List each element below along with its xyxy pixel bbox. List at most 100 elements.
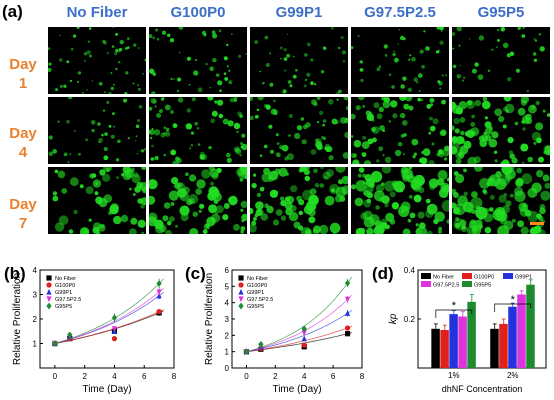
cell-dot: [284, 201, 293, 210]
cell-dot: [362, 104, 366, 108]
cell-dot: [407, 87, 412, 92]
cell-dot: [234, 146, 240, 153]
cell-dot: [117, 139, 121, 144]
bar: [467, 301, 476, 368]
cell-dot: [475, 206, 488, 220]
cell-dot: [299, 167, 307, 172]
cell-dot: [131, 174, 141, 184]
cell-dot: [507, 77, 512, 82]
y-tick-label: 2: [33, 315, 38, 324]
cell-dot: [186, 108, 191, 113]
legend-label: G95P5: [474, 283, 491, 289]
cell-dot: [88, 27, 92, 30]
data-point: [111, 326, 118, 332]
cell-dot: [340, 36, 344, 40]
cell-dot: [344, 131, 348, 139]
cell-dot: [180, 213, 189, 222]
cell-dot: [111, 45, 115, 48]
row-header-day-7: Day 7: [0, 195, 46, 233]
cell-dot: [110, 86, 114, 91]
cell-dot: [392, 113, 398, 119]
cell-dot: [363, 160, 371, 164]
legend-label: G99P1: [247, 290, 264, 296]
cell-dot: [509, 153, 515, 159]
cell-dot: [373, 190, 385, 202]
micrograph-1-3: [250, 27, 348, 94]
cell-dot: [535, 100, 540, 106]
cell-dot: [371, 137, 377, 143]
cell-dot: [210, 118, 216, 124]
cell-dot: [159, 109, 163, 113]
cell-dot: [471, 114, 475, 119]
cell-dot: [197, 87, 203, 93]
panel-label-d: (d): [372, 264, 394, 283]
cell-dot: [488, 138, 498, 148]
cell-dot: [233, 223, 240, 231]
cell-dot: [439, 27, 444, 31]
cell-dot: [156, 37, 160, 41]
cell-dot: [211, 172, 219, 180]
cell-dot: [444, 157, 448, 161]
y-tick-label: 4: [33, 266, 38, 275]
micrograph-3-5: [452, 167, 550, 234]
cell-dot: [398, 205, 410, 217]
legend-label: No Fiber: [247, 276, 268, 282]
cell-dot: [48, 135, 53, 140]
micrograph-1-1: [48, 27, 146, 94]
cell-dot: [279, 46, 283, 50]
cell-dot: [141, 231, 145, 234]
cell-dot: [466, 100, 473, 106]
cell-dot: [212, 33, 218, 39]
cell-dot: [295, 68, 298, 72]
cell-dot: [440, 182, 449, 193]
cell-dot: [492, 209, 504, 221]
cell-dot: [365, 110, 371, 116]
cell-dot: [275, 152, 281, 158]
cell-dot: [167, 33, 171, 37]
cell-dot: [134, 139, 137, 142]
cell-dot: [526, 89, 529, 93]
cell-dot: [351, 135, 354, 138]
cell-dot: [417, 73, 423, 78]
cell-dot: [384, 203, 389, 208]
cell-dot: [149, 179, 158, 190]
cell-dot: [162, 215, 169, 222]
cell-dot: [452, 64, 457, 69]
cell-dot: [531, 131, 542, 142]
cell-dot: [149, 136, 153, 140]
panel-label-a: (a): [2, 2, 23, 21]
cell-dot: [253, 217, 257, 221]
cell-dot: [468, 38, 471, 40]
cell-dot: [389, 219, 396, 225]
cell-dot: [306, 72, 311, 77]
bar: [490, 328, 499, 368]
cell-dot: [419, 157, 426, 163]
cell-dot: [272, 109, 278, 115]
cell-dot: [263, 103, 268, 108]
micrograph-cells: [452, 97, 550, 164]
cell-dot: [452, 188, 457, 195]
row-header-day-7-line1: Day: [9, 196, 37, 213]
cell-dot: [91, 128, 95, 133]
cell-dot: [250, 97, 254, 101]
y-tick-label: 6: [225, 266, 230, 275]
micrograph-1-5: [452, 27, 550, 94]
cell-dot: [206, 216, 216, 227]
cell-dot: [233, 97, 238, 100]
cell-dot: [491, 131, 499, 139]
cell-dot: [251, 182, 257, 189]
cell-dot: [115, 67, 118, 71]
micrograph-cells: [254, 27, 346, 94]
cell-dot: [160, 97, 165, 101]
cell-dot: [470, 127, 480, 137]
cell-dot: [84, 59, 86, 62]
cell-dot: [171, 177, 179, 185]
cell-dot: [426, 203, 438, 215]
cell-dot: [256, 108, 260, 112]
cell-dot: [190, 143, 194, 147]
cell-dot: [455, 173, 465, 184]
cell-dot: [412, 182, 422, 192]
cell-dot: [408, 167, 413, 170]
cell-dot: [484, 134, 492, 142]
cell-dot: [194, 58, 198, 62]
